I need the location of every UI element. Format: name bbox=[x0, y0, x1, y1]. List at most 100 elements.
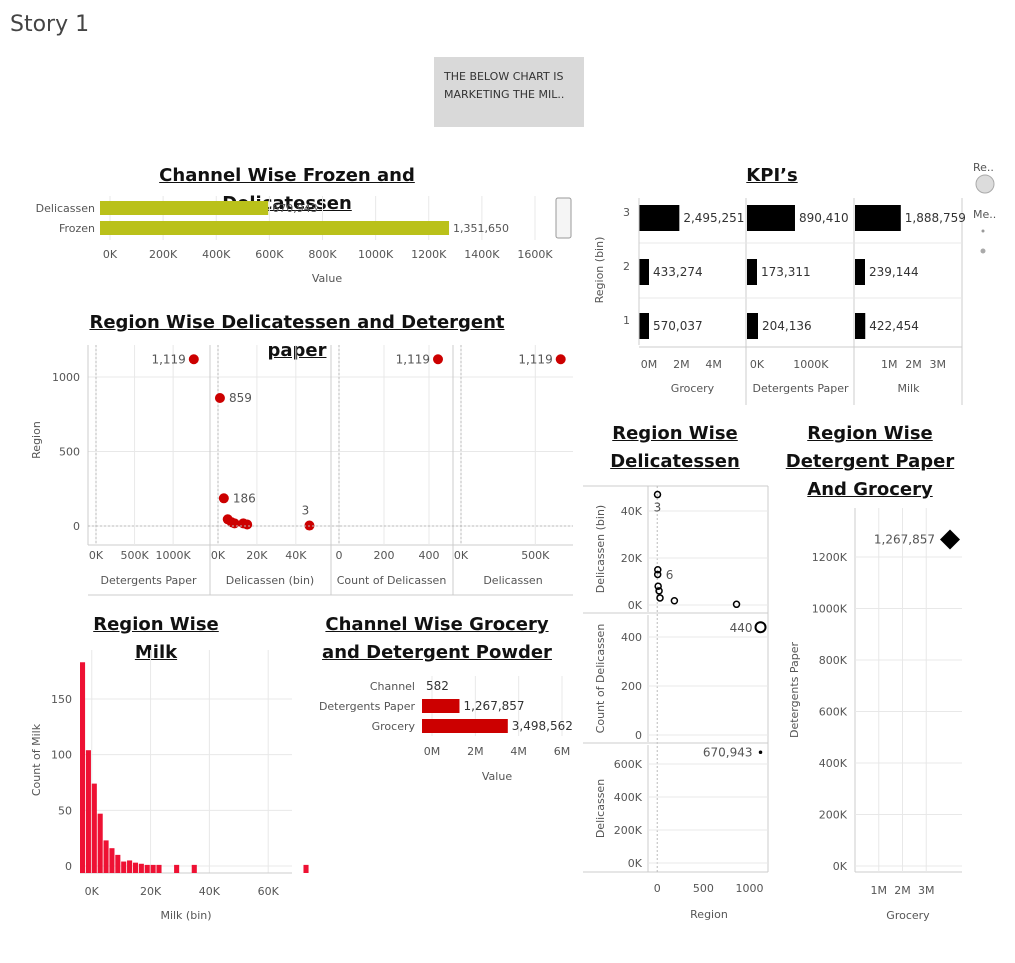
bar[interactable] bbox=[747, 259, 757, 285]
data-point[interactable] bbox=[188, 354, 199, 365]
bar[interactable] bbox=[855, 313, 866, 339]
data-point[interactable] bbox=[653, 570, 662, 579]
y-tick-label: 200K bbox=[819, 809, 848, 822]
y-tick-label: 20K bbox=[621, 552, 643, 565]
bar[interactable] bbox=[422, 719, 508, 733]
histogram-bar[interactable] bbox=[115, 854, 121, 873]
data-point[interactable] bbox=[758, 750, 763, 755]
x-tick-label: 6M bbox=[554, 745, 571, 758]
x-tick-label: 0K bbox=[85, 885, 100, 898]
histogram-bar[interactable] bbox=[103, 840, 109, 873]
histogram-bar[interactable] bbox=[150, 864, 156, 873]
data-point-diamond[interactable] bbox=[940, 529, 960, 550]
data-label: 433,274 bbox=[653, 265, 703, 279]
data-point[interactable] bbox=[656, 594, 664, 602]
histogram-bar[interactable] bbox=[174, 864, 180, 873]
data-point[interactable] bbox=[242, 519, 253, 530]
chart-title-region-milk: Region Wise Milk bbox=[93, 614, 219, 663]
data-label: 3 bbox=[654, 501, 662, 515]
y-axis-label: Delicassen (bin) bbox=[594, 505, 607, 593]
y-axis-label: Delicassen bbox=[594, 779, 607, 838]
category-label: 2 bbox=[623, 260, 630, 273]
histogram-bar[interactable] bbox=[303, 864, 309, 873]
y-tick-label: 50 bbox=[58, 804, 72, 817]
data-label: 1,267,857 bbox=[463, 699, 524, 713]
x-axis-label: Value bbox=[482, 770, 512, 783]
y-axis-label: Detergents Paper bbox=[788, 641, 801, 738]
bar[interactable] bbox=[747, 313, 759, 339]
x-tick-label: 0K bbox=[89, 549, 104, 562]
bar[interactable] bbox=[422, 699, 460, 713]
data-point[interactable] bbox=[670, 597, 679, 605]
category-label: Frozen bbox=[59, 222, 95, 235]
bar[interactable] bbox=[855, 259, 865, 285]
x-tick-label: 500K bbox=[120, 549, 149, 562]
data-point[interactable] bbox=[229, 518, 240, 529]
data-label: 3 bbox=[302, 504, 310, 518]
x-tick-label: 3M bbox=[930, 358, 947, 371]
bar[interactable] bbox=[639, 205, 680, 231]
histogram-bar[interactable] bbox=[191, 864, 197, 873]
data-label: 890,410 bbox=[799, 211, 849, 225]
bar[interactable] bbox=[100, 201, 269, 215]
data-point[interactable] bbox=[732, 600, 741, 609]
y-tick-label: 200K bbox=[614, 824, 643, 837]
data-point[interactable] bbox=[214, 393, 225, 404]
data-point[interactable] bbox=[654, 566, 662, 574]
x-axis-label: Milk bbox=[898, 382, 921, 395]
y-axis-label: Count of Delicassen bbox=[594, 624, 607, 734]
data-point[interactable] bbox=[754, 621, 767, 634]
histogram-bar[interactable] bbox=[156, 864, 162, 873]
data-point[interactable] bbox=[218, 493, 229, 504]
x-tick-label: 400K bbox=[202, 248, 231, 261]
histogram-bar[interactable] bbox=[85, 750, 91, 873]
x-axis-label: Region bbox=[690, 908, 728, 921]
x-tick-label: 0K bbox=[211, 549, 226, 562]
bar[interactable] bbox=[747, 205, 795, 231]
x-tick-label: 2M bbox=[894, 884, 911, 897]
histogram-bar[interactable] bbox=[121, 861, 127, 873]
x-tick-label: 1000K bbox=[793, 358, 829, 371]
y-tick-label: 800K bbox=[819, 654, 848, 667]
x-tick-label: 2M bbox=[467, 745, 484, 758]
x-tick-label: 1400K bbox=[464, 248, 500, 261]
histogram-bar[interactable] bbox=[132, 862, 139, 873]
legend-title: Me.. bbox=[973, 208, 996, 221]
x-axis-label: Milk (bin) bbox=[160, 909, 211, 922]
histogram-bar[interactable] bbox=[144, 864, 150, 873]
histogram-bar[interactable] bbox=[97, 813, 103, 873]
caption-box[interactable]: THE BELOW CHART IS MARKETING THE MIL.. bbox=[434, 57, 584, 127]
scrollbar[interactable] bbox=[555, 197, 572, 239]
category-label: 1 bbox=[623, 314, 630, 327]
y-tick-label: 0K bbox=[833, 860, 848, 873]
legend-size-marker bbox=[981, 229, 985, 233]
y-tick-label: 0 bbox=[635, 729, 642, 742]
data-point[interactable] bbox=[655, 587, 663, 595]
y-tick-label: 0 bbox=[65, 860, 72, 873]
histogram-bar[interactable] bbox=[80, 662, 86, 873]
bar[interactable] bbox=[100, 221, 450, 235]
data-label: 1,888,759 bbox=[905, 211, 966, 225]
x-tick-label: 0K bbox=[750, 358, 765, 371]
x-tick-label: 20K bbox=[246, 549, 268, 562]
y-tick-label: 100 bbox=[51, 749, 72, 762]
data-point[interactable] bbox=[555, 354, 566, 365]
bar[interactable] bbox=[855, 205, 901, 231]
data-point[interactable] bbox=[653, 490, 662, 499]
x-tick-label: 40K bbox=[199, 885, 221, 898]
chart-title-channel-grocery-detergent: Channel Wise Grocery and Detergent Powde… bbox=[322, 614, 552, 663]
x-tick-label: 4M bbox=[705, 358, 722, 371]
data-point[interactable] bbox=[433, 354, 443, 365]
x-tick-label: 200K bbox=[149, 248, 178, 261]
histogram-bar[interactable] bbox=[109, 848, 115, 873]
bar[interactable] bbox=[639, 313, 649, 339]
histogram-bar[interactable] bbox=[127, 860, 133, 873]
data-point[interactable] bbox=[654, 582, 662, 590]
histogram-bar[interactable] bbox=[138, 863, 144, 873]
histogram-bar[interactable] bbox=[91, 783, 97, 873]
data-label: 173,311 bbox=[761, 265, 811, 279]
data-label: 570,037 bbox=[653, 319, 703, 333]
y-tick-label: 200 bbox=[621, 680, 642, 693]
data-label: 204,136 bbox=[762, 319, 812, 333]
bar[interactable] bbox=[639, 259, 649, 285]
